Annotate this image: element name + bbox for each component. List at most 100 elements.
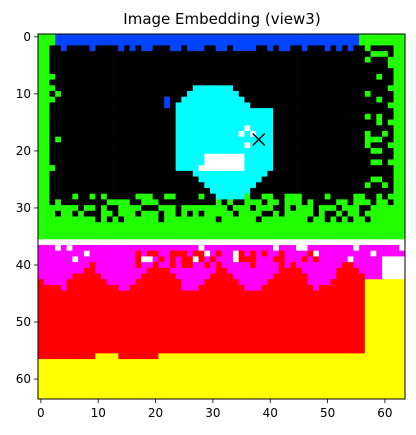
heatmap-cell bbox=[324, 245, 331, 252]
heatmap-cell bbox=[318, 393, 326, 400]
heatmap-cell bbox=[347, 279, 354, 286]
heatmap-cell bbox=[318, 136, 326, 143]
heatmap-cell bbox=[215, 193, 222, 200]
heatmap-cell bbox=[376, 182, 383, 189]
heatmap-cell bbox=[313, 148, 320, 155]
heatmap-cell bbox=[72, 153, 79, 160]
heatmap-cell bbox=[324, 256, 331, 263]
heatmap-cell bbox=[55, 302, 62, 309]
heatmap-cell bbox=[152, 296, 159, 303]
heatmap-cell bbox=[204, 359, 211, 366]
heatmap-cell bbox=[210, 376, 217, 383]
heatmap-cell bbox=[399, 142, 406, 149]
heatmap-cell bbox=[187, 364, 194, 371]
heatmap-cell bbox=[72, 199, 79, 206]
heatmap-cell bbox=[38, 153, 45, 160]
heatmap-cell bbox=[38, 222, 45, 229]
heatmap-cell bbox=[382, 108, 389, 115]
heatmap-cell bbox=[301, 165, 308, 172]
heatmap-cell bbox=[313, 187, 320, 195]
heatmap-cell bbox=[152, 256, 159, 263]
heatmap-cell bbox=[38, 45, 45, 52]
heatmap-cell bbox=[318, 62, 326, 69]
heatmap-cell bbox=[146, 34, 154, 41]
heatmap-cell bbox=[198, 102, 205, 109]
heatmap-cell bbox=[164, 313, 171, 320]
heatmap-cell bbox=[55, 330, 62, 337]
heatmap-cell bbox=[152, 34, 159, 41]
heatmap-cell bbox=[387, 153, 394, 160]
heatmap-cell bbox=[278, 233, 285, 240]
heatmap-cell bbox=[124, 250, 131, 257]
heatmap-cell bbox=[43, 130, 50, 138]
heatmap-cell bbox=[330, 130, 337, 138]
heatmap-cell bbox=[83, 324, 91, 331]
heatmap-cell bbox=[198, 347, 205, 354]
heatmap-cell bbox=[261, 170, 268, 177]
heatmap-cell bbox=[250, 210, 257, 217]
heatmap-cell bbox=[313, 113, 320, 120]
marker-x-stroke bbox=[252, 133, 266, 147]
heatmap-cell bbox=[238, 330, 245, 337]
heatmap-cell bbox=[49, 267, 56, 274]
heatmap-cell bbox=[164, 187, 171, 195]
heatmap-cell bbox=[72, 39, 79, 46]
heatmap-cell bbox=[341, 296, 349, 303]
heatmap-cell bbox=[141, 39, 148, 46]
heatmap-cell bbox=[169, 39, 177, 46]
heatmap-cell bbox=[364, 370, 371, 377]
heatmap-cell bbox=[83, 273, 91, 280]
heatmap-cell bbox=[336, 193, 343, 200]
heatmap-cell bbox=[169, 302, 177, 309]
heatmap-cell bbox=[296, 353, 303, 360]
heatmap-cell bbox=[307, 34, 314, 41]
heatmap-cell bbox=[244, 187, 251, 195]
heatmap-cell bbox=[169, 193, 177, 200]
heatmap-cell bbox=[318, 68, 326, 75]
heatmap-cell bbox=[250, 205, 257, 212]
heatmap-cell bbox=[66, 91, 73, 98]
heatmap-cell bbox=[376, 39, 383, 46]
heatmap-cell bbox=[60, 273, 68, 280]
heatmap-cell bbox=[95, 136, 102, 143]
heatmap-cell bbox=[152, 347, 159, 354]
heatmap-cell bbox=[284, 267, 291, 274]
heatmap-cell bbox=[364, 85, 371, 92]
heatmap-cell bbox=[175, 359, 182, 366]
heatmap-cell bbox=[124, 142, 131, 149]
heatmap-cell bbox=[101, 142, 108, 149]
heatmap-cell bbox=[106, 62, 113, 69]
heatmap-cell bbox=[106, 284, 113, 292]
heatmap-cell bbox=[318, 370, 326, 377]
heatmap-cell bbox=[60, 193, 68, 200]
heatmap-cell bbox=[318, 222, 326, 229]
heatmap-cell bbox=[324, 296, 331, 303]
heatmap-cell bbox=[290, 45, 297, 52]
heatmap-cell bbox=[95, 79, 102, 86]
heatmap-cell bbox=[215, 113, 222, 120]
heatmap-cell bbox=[164, 182, 171, 189]
heatmap-cell bbox=[290, 34, 297, 41]
heatmap-cell bbox=[387, 73, 394, 81]
heatmap-cell bbox=[204, 250, 211, 257]
heatmap-cell bbox=[89, 393, 96, 400]
heatmap-cell bbox=[330, 279, 337, 286]
heatmap-cell bbox=[101, 353, 108, 360]
heatmap-cell bbox=[49, 136, 56, 143]
heatmap-cell bbox=[267, 256, 274, 263]
heatmap-cell bbox=[261, 45, 268, 52]
heatmap-cell bbox=[336, 39, 343, 46]
heatmap-cell bbox=[210, 262, 217, 269]
heatmap-cell bbox=[78, 205, 85, 212]
heatmap-cell bbox=[49, 39, 56, 46]
heatmap-cell bbox=[118, 68, 125, 75]
heatmap-cell bbox=[141, 336, 148, 343]
heatmap-cell bbox=[318, 284, 326, 292]
heatmap-cell bbox=[399, 393, 406, 400]
heatmap-cell bbox=[146, 296, 154, 303]
heatmap-cell bbox=[187, 187, 194, 195]
heatmap-cell bbox=[112, 130, 119, 138]
heatmap-cell bbox=[244, 176, 251, 183]
heatmap-cell bbox=[227, 96, 234, 103]
heatmap-cell bbox=[273, 227, 280, 235]
